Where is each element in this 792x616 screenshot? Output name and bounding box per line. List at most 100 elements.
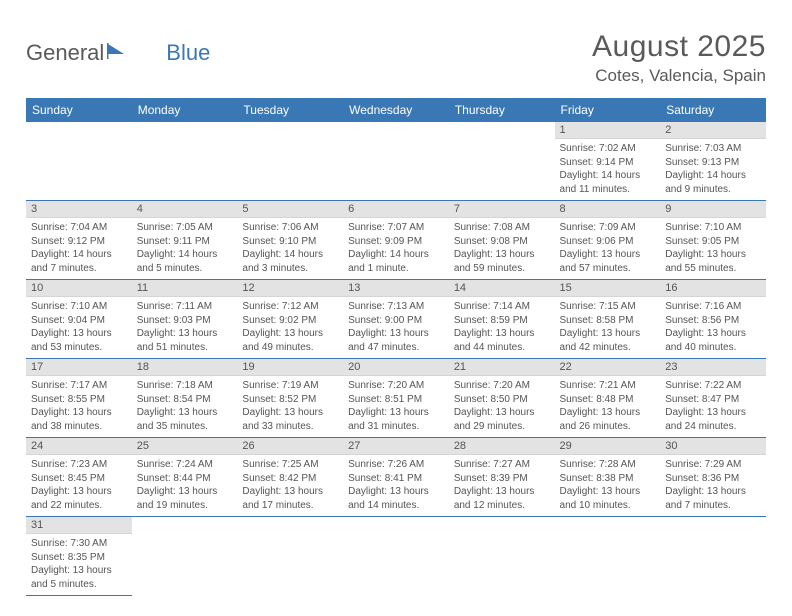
- calendar-cell: 1Sunrise: 7:02 AMSunset: 9:14 PMDaylight…: [555, 122, 661, 201]
- day-body: Sunrise: 7:13 AMSunset: 9:00 PMDaylight:…: [343, 297, 449, 358]
- calendar-cell: 18Sunrise: 7:18 AMSunset: 8:54 PMDayligh…: [132, 359, 238, 438]
- day-number: 6: [343, 201, 449, 218]
- calendar-document: General Blue August 2025 Cotes, Valencia…: [0, 0, 792, 616]
- day-body: Sunrise: 7:20 AMSunset: 8:51 PMDaylight:…: [343, 376, 449, 437]
- day-number: 13: [343, 280, 449, 297]
- day-number: 23: [660, 359, 766, 376]
- day-header: Saturday: [660, 98, 766, 122]
- day-number: 30: [660, 438, 766, 455]
- calendar-cell: [555, 517, 661, 596]
- calendar-header-row: SundayMondayTuesdayWednesdayThursdayFrid…: [26, 98, 766, 122]
- day-header: Tuesday: [237, 98, 343, 122]
- day-body: Sunrise: 7:16 AMSunset: 8:56 PMDaylight:…: [660, 297, 766, 358]
- calendar-cell: 26Sunrise: 7:25 AMSunset: 8:42 PMDayligh…: [237, 438, 343, 517]
- day-body: Sunrise: 7:18 AMSunset: 8:54 PMDaylight:…: [132, 376, 238, 437]
- calendar-body: 1Sunrise: 7:02 AMSunset: 9:14 PMDaylight…: [26, 122, 766, 596]
- calendar-cell: 21Sunrise: 7:20 AMSunset: 8:50 PMDayligh…: [449, 359, 555, 438]
- header: General Blue August 2025 Cotes, Valencia…: [26, 30, 766, 86]
- day-number: 14: [449, 280, 555, 297]
- calendar-week-row: 1Sunrise: 7:02 AMSunset: 9:14 PMDaylight…: [26, 122, 766, 201]
- day-header: Friday: [555, 98, 661, 122]
- day-body: Sunrise: 7:09 AMSunset: 9:06 PMDaylight:…: [555, 218, 661, 279]
- calendar-week-row: 3Sunrise: 7:04 AMSunset: 9:12 PMDaylight…: [26, 201, 766, 280]
- calendar-cell: 31Sunrise: 7:30 AMSunset: 8:35 PMDayligh…: [26, 517, 132, 596]
- day-body: Sunrise: 7:24 AMSunset: 8:44 PMDaylight:…: [132, 455, 238, 516]
- calendar-cell: [660, 517, 766, 596]
- calendar-cell: 23Sunrise: 7:22 AMSunset: 8:47 PMDayligh…: [660, 359, 766, 438]
- calendar-cell: 29Sunrise: 7:28 AMSunset: 8:38 PMDayligh…: [555, 438, 661, 517]
- day-body: Sunrise: 7:26 AMSunset: 8:41 PMDaylight:…: [343, 455, 449, 516]
- calendar-cell: 13Sunrise: 7:13 AMSunset: 9:00 PMDayligh…: [343, 280, 449, 359]
- calendar-cell: 6Sunrise: 7:07 AMSunset: 9:09 PMDaylight…: [343, 201, 449, 280]
- calendar-cell: 22Sunrise: 7:21 AMSunset: 8:48 PMDayligh…: [555, 359, 661, 438]
- month-title: August 2025: [592, 30, 766, 64]
- calendar-cell: 11Sunrise: 7:11 AMSunset: 9:03 PMDayligh…: [132, 280, 238, 359]
- calendar-cell: 8Sunrise: 7:09 AMSunset: 9:06 PMDaylight…: [555, 201, 661, 280]
- day-number: 11: [132, 280, 238, 297]
- day-body: Sunrise: 7:22 AMSunset: 8:47 PMDaylight:…: [660, 376, 766, 437]
- logo-text-general: General: [26, 40, 104, 66]
- day-number: 10: [26, 280, 132, 297]
- day-number: 26: [237, 438, 343, 455]
- day-number: 3: [26, 201, 132, 218]
- day-header: Thursday: [449, 98, 555, 122]
- day-number: 21: [449, 359, 555, 376]
- day-body: Sunrise: 7:11 AMSunset: 9:03 PMDaylight:…: [132, 297, 238, 358]
- day-number: 5: [237, 201, 343, 218]
- day-number: 1: [555, 122, 661, 139]
- calendar-cell: 17Sunrise: 7:17 AMSunset: 8:55 PMDayligh…: [26, 359, 132, 438]
- day-number: 19: [237, 359, 343, 376]
- day-number: 9: [660, 201, 766, 218]
- day-body: Sunrise: 7:04 AMSunset: 9:12 PMDaylight:…: [26, 218, 132, 279]
- calendar-cell: [26, 122, 132, 201]
- calendar-week-row: 17Sunrise: 7:17 AMSunset: 8:55 PMDayligh…: [26, 359, 766, 438]
- logo-text-blue: Blue: [166, 40, 210, 66]
- day-header: Sunday: [26, 98, 132, 122]
- day-body: Sunrise: 7:27 AMSunset: 8:39 PMDaylight:…: [449, 455, 555, 516]
- day-number: 24: [26, 438, 132, 455]
- day-body: Sunrise: 7:02 AMSunset: 9:14 PMDaylight:…: [555, 139, 661, 200]
- day-number: 15: [555, 280, 661, 297]
- calendar-cell: 25Sunrise: 7:24 AMSunset: 8:44 PMDayligh…: [132, 438, 238, 517]
- day-body: Sunrise: 7:10 AMSunset: 9:04 PMDaylight:…: [26, 297, 132, 358]
- calendar-cell: [132, 122, 238, 201]
- calendar-cell: 24Sunrise: 7:23 AMSunset: 8:45 PMDayligh…: [26, 438, 132, 517]
- title-block: August 2025 Cotes, Valencia, Spain: [592, 30, 766, 86]
- day-body: Sunrise: 7:14 AMSunset: 8:59 PMDaylight:…: [449, 297, 555, 358]
- logo: General Blue: [26, 30, 210, 66]
- calendar-cell: [237, 517, 343, 596]
- day-number: 22: [555, 359, 661, 376]
- calendar-cell: 12Sunrise: 7:12 AMSunset: 9:02 PMDayligh…: [237, 280, 343, 359]
- day-body: Sunrise: 7:15 AMSunset: 8:58 PMDaylight:…: [555, 297, 661, 358]
- calendar-cell: 16Sunrise: 7:16 AMSunset: 8:56 PMDayligh…: [660, 280, 766, 359]
- day-body: Sunrise: 7:12 AMSunset: 9:02 PMDaylight:…: [237, 297, 343, 358]
- day-body: Sunrise: 7:06 AMSunset: 9:10 PMDaylight:…: [237, 218, 343, 279]
- day-body: Sunrise: 7:23 AMSunset: 8:45 PMDaylight:…: [26, 455, 132, 516]
- day-number: 7: [449, 201, 555, 218]
- day-header: Wednesday: [343, 98, 449, 122]
- calendar-cell: 5Sunrise: 7:06 AMSunset: 9:10 PMDaylight…: [237, 201, 343, 280]
- calendar-cell: [237, 122, 343, 201]
- calendar-cell: 28Sunrise: 7:27 AMSunset: 8:39 PMDayligh…: [449, 438, 555, 517]
- day-body: Sunrise: 7:08 AMSunset: 9:08 PMDaylight:…: [449, 218, 555, 279]
- calendar-cell: 3Sunrise: 7:04 AMSunset: 9:12 PMDaylight…: [26, 201, 132, 280]
- day-number: 4: [132, 201, 238, 218]
- day-body: Sunrise: 7:10 AMSunset: 9:05 PMDaylight:…: [660, 218, 766, 279]
- day-body: Sunrise: 7:03 AMSunset: 9:13 PMDaylight:…: [660, 139, 766, 200]
- day-number: 16: [660, 280, 766, 297]
- calendar-cell: [132, 517, 238, 596]
- calendar-cell: 30Sunrise: 7:29 AMSunset: 8:36 PMDayligh…: [660, 438, 766, 517]
- day-number: 17: [26, 359, 132, 376]
- calendar-cell: 20Sunrise: 7:20 AMSunset: 8:51 PMDayligh…: [343, 359, 449, 438]
- day-header: Monday: [132, 98, 238, 122]
- day-body: Sunrise: 7:20 AMSunset: 8:50 PMDaylight:…: [449, 376, 555, 437]
- day-body: Sunrise: 7:28 AMSunset: 8:38 PMDaylight:…: [555, 455, 661, 516]
- day-body: Sunrise: 7:05 AMSunset: 9:11 PMDaylight:…: [132, 218, 238, 279]
- day-number: 20: [343, 359, 449, 376]
- calendar-cell: 7Sunrise: 7:08 AMSunset: 9:08 PMDaylight…: [449, 201, 555, 280]
- day-body: Sunrise: 7:19 AMSunset: 8:52 PMDaylight:…: [237, 376, 343, 437]
- calendar-table: SundayMondayTuesdayWednesdayThursdayFrid…: [26, 98, 766, 596]
- calendar-week-row: 31Sunrise: 7:30 AMSunset: 8:35 PMDayligh…: [26, 517, 766, 596]
- day-number: 29: [555, 438, 661, 455]
- calendar-cell: 4Sunrise: 7:05 AMSunset: 9:11 PMDaylight…: [132, 201, 238, 280]
